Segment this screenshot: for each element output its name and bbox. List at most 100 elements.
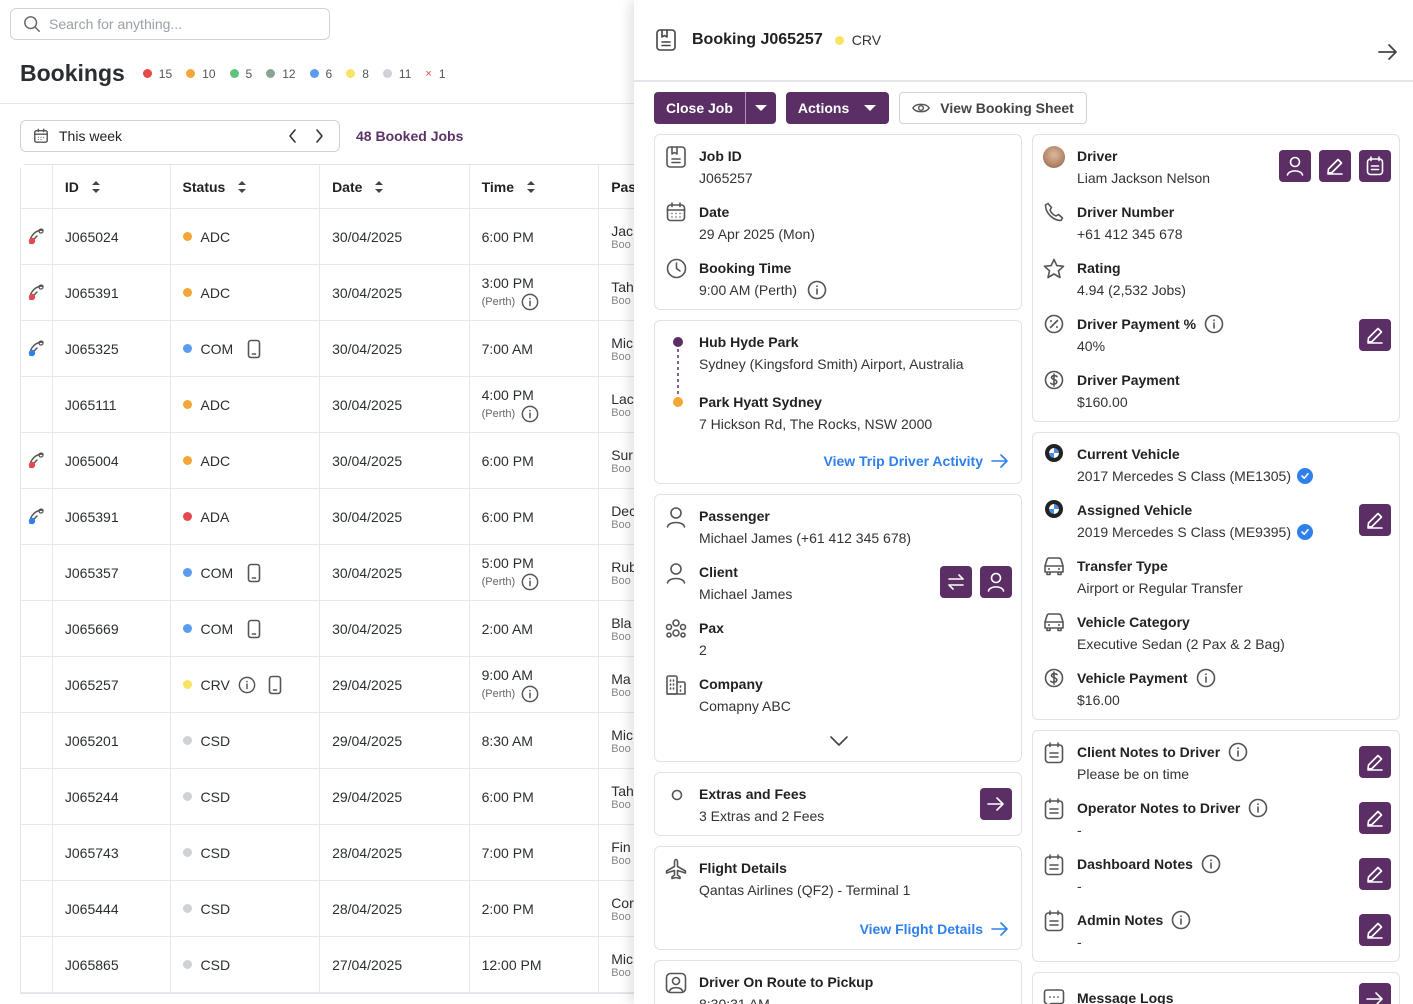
stat-item[interactable]: 8 [346,67,369,81]
flight-label: Flight Details [699,860,787,876]
info-icon[interactable] [1171,910,1191,930]
actions-label: Actions [797,100,850,116]
header-label: Status [182,178,226,195]
extras-label: Extras and Fees [699,786,807,802]
stat-item[interactable]: 12 [266,67,296,81]
info-icon[interactable] [521,293,539,311]
stat-item[interactable]: 5 [229,67,252,81]
booked-jobs-count[interactable]: 48 Booked Jobs [356,128,464,144]
table-row[interactable]: J065391 ADC 30/04/2025 3:00 PM (Perth) Ta… [21,265,634,321]
week-selector[interactable]: This week [20,120,340,152]
sort-icon[interactable] [374,180,384,194]
search-input[interactable]: Search for anything... [10,8,330,40]
driver-notes-button[interactable] [1359,150,1391,182]
table-row[interactable]: J065004 ADC 30/04/2025 6:00 PM Sur Boo [21,433,634,489]
route-flag-icon[interactable] [26,451,46,471]
table-row[interactable]: J065257 CRV 29/04/2025 9:00 AM (Perth) Ma… [21,657,634,713]
table-row[interactable]: J065357 COM 30/04/2025 5:00 PM (Perth) Ru… [21,545,634,601]
dashboard-notes-value: - [1077,878,1082,894]
actions-button[interactable]: Actions [785,92,890,124]
status-dot [142,69,152,78]
flag-column-header [21,165,53,208]
table-row[interactable]: J065865 CSD 27/04/2025 12:00 PM Mic Boo [21,937,634,993]
edit-assigned-vehicle-button[interactable] [1359,504,1391,536]
caret-down-icon [864,105,877,111]
column-header-id[interactable]: ID [53,165,171,208]
open-extras-button[interactable] [980,788,1012,820]
booking-date: 30/04/2025 [332,564,403,581]
chevron-left-icon[interactable] [287,128,299,144]
route-flag-icon[interactable] [26,283,46,303]
transfer-type-label: Transfer Type [1077,558,1168,574]
info-icon[interactable] [1204,314,1224,334]
view-booking-sheet-button[interactable]: View Booking Sheet [899,92,1087,124]
edit-client-notes-button[interactable] [1359,746,1391,778]
flight-card: Flight Details Qantas Airlines (QF2) - Te… [654,846,1022,950]
chevron-right-icon[interactable] [313,128,325,144]
edit-driver-payment-pct-button[interactable] [1359,319,1391,351]
view-flight-details-link[interactable]: View Flight Details [860,921,1009,937]
time-cell: 9:00 AM (Perth) [470,657,600,712]
chevron-down-icon[interactable] [829,735,849,747]
stat-item[interactable]: 6 [309,67,332,81]
table-row[interactable]: J065391 ADA 30/04/2025 6:00 PM Dec Boo [21,489,634,545]
column-header-date[interactable]: Date [320,165,470,208]
edit-admin-notes-button[interactable] [1359,914,1391,946]
route-flag-icon[interactable] [26,507,46,527]
info-icon[interactable] [1228,742,1248,762]
table-row[interactable]: J065669 COM 30/04/2025 2:00 AM Bla Boo [21,601,634,657]
info-icon[interactable] [521,573,539,591]
job-id: J065357 [64,564,119,581]
stat-item[interactable]: 11 [382,67,411,81]
flag-cell [21,713,53,768]
status-dot [309,69,319,78]
close-job-button[interactable]: Close Job [666,100,733,116]
info-icon[interactable] [1196,668,1216,688]
trip-status-item: Driver On Route to Pickup 8:30:31 AM [665,971,873,1004]
table-row[interactable]: J065111 ADC 30/04/2025 4:00 PM (Perth) La… [21,377,634,433]
column-header-status[interactable]: Status [171,165,321,208]
driver-profile-button[interactable] [1279,150,1311,182]
sort-icon[interactable] [91,180,101,194]
info-icon[interactable] [807,280,827,300]
info-icon[interactable] [1248,798,1268,818]
status-dot [229,69,239,78]
table-row[interactable]: J065024 ADC 30/04/2025 6:00 PM Jac Boo [21,209,634,265]
column-header-time[interactable]: Time [470,165,600,208]
sort-icon[interactable] [237,180,247,194]
sort-icon[interactable] [526,180,536,194]
stat-item[interactable]: 15 [142,67,172,81]
edit-operator-notes-button[interactable] [1359,802,1391,834]
view-trip-driver-activity-link[interactable]: View Trip Driver Activity [823,453,1009,469]
date-cell: 30/04/2025 [320,265,470,320]
dropoff-address: 7 Hickson Rd, The Rocks, NSW 2000 [699,416,933,432]
arrow-right-close-icon[interactable] [1377,41,1399,63]
route-flag-icon[interactable] [26,227,46,247]
info-icon[interactable] [521,685,539,703]
edit-driver-button[interactable] [1319,150,1351,182]
route-flag-icon[interactable] [26,339,46,359]
client-profile-button[interactable] [980,566,1012,598]
swap-client-button[interactable] [940,566,972,598]
table-row[interactable]: J065743 CSD 28/04/2025 7:00 PM Fin Boo [21,825,634,881]
car-brand-logo-icon [1045,500,1063,518]
info-icon[interactable] [1201,854,1221,874]
close-job-dropdown[interactable] [746,92,776,124]
table-row[interactable]: J065444 CSD 28/04/2025 2:00 PM Cor Boo [21,881,634,937]
info-icon[interactable] [521,405,539,423]
clipboard-icon [1366,156,1384,176]
driver-number-item: Driver Number +61 412 345 678 [1043,201,1183,245]
edit-dashboard-notes-button[interactable] [1359,858,1391,890]
week-label: This week [59,128,123,144]
table-row[interactable]: J065244 CSD 29/04/2025 6:00 PM Tah Boo [21,769,634,825]
table-row[interactable]: J065201 CSD 29/04/2025 8:30 AM Mic Boo [21,713,634,769]
open-message-logs-button[interactable] [1359,983,1391,1004]
passenger-cell: Sur Boo [599,433,634,488]
column-header-passenger[interactable]: Pas [611,178,634,195]
info-icon[interactable] [238,676,256,694]
status-dot [182,344,192,353]
table-row[interactable]: J065325 COM 30/04/2025 7:00 AM Mic Boo [21,321,634,377]
stat-cancelled[interactable]: × 1 [425,67,445,81]
stat-item[interactable]: 10 [186,67,216,81]
stat-count: 1 [438,66,446,81]
